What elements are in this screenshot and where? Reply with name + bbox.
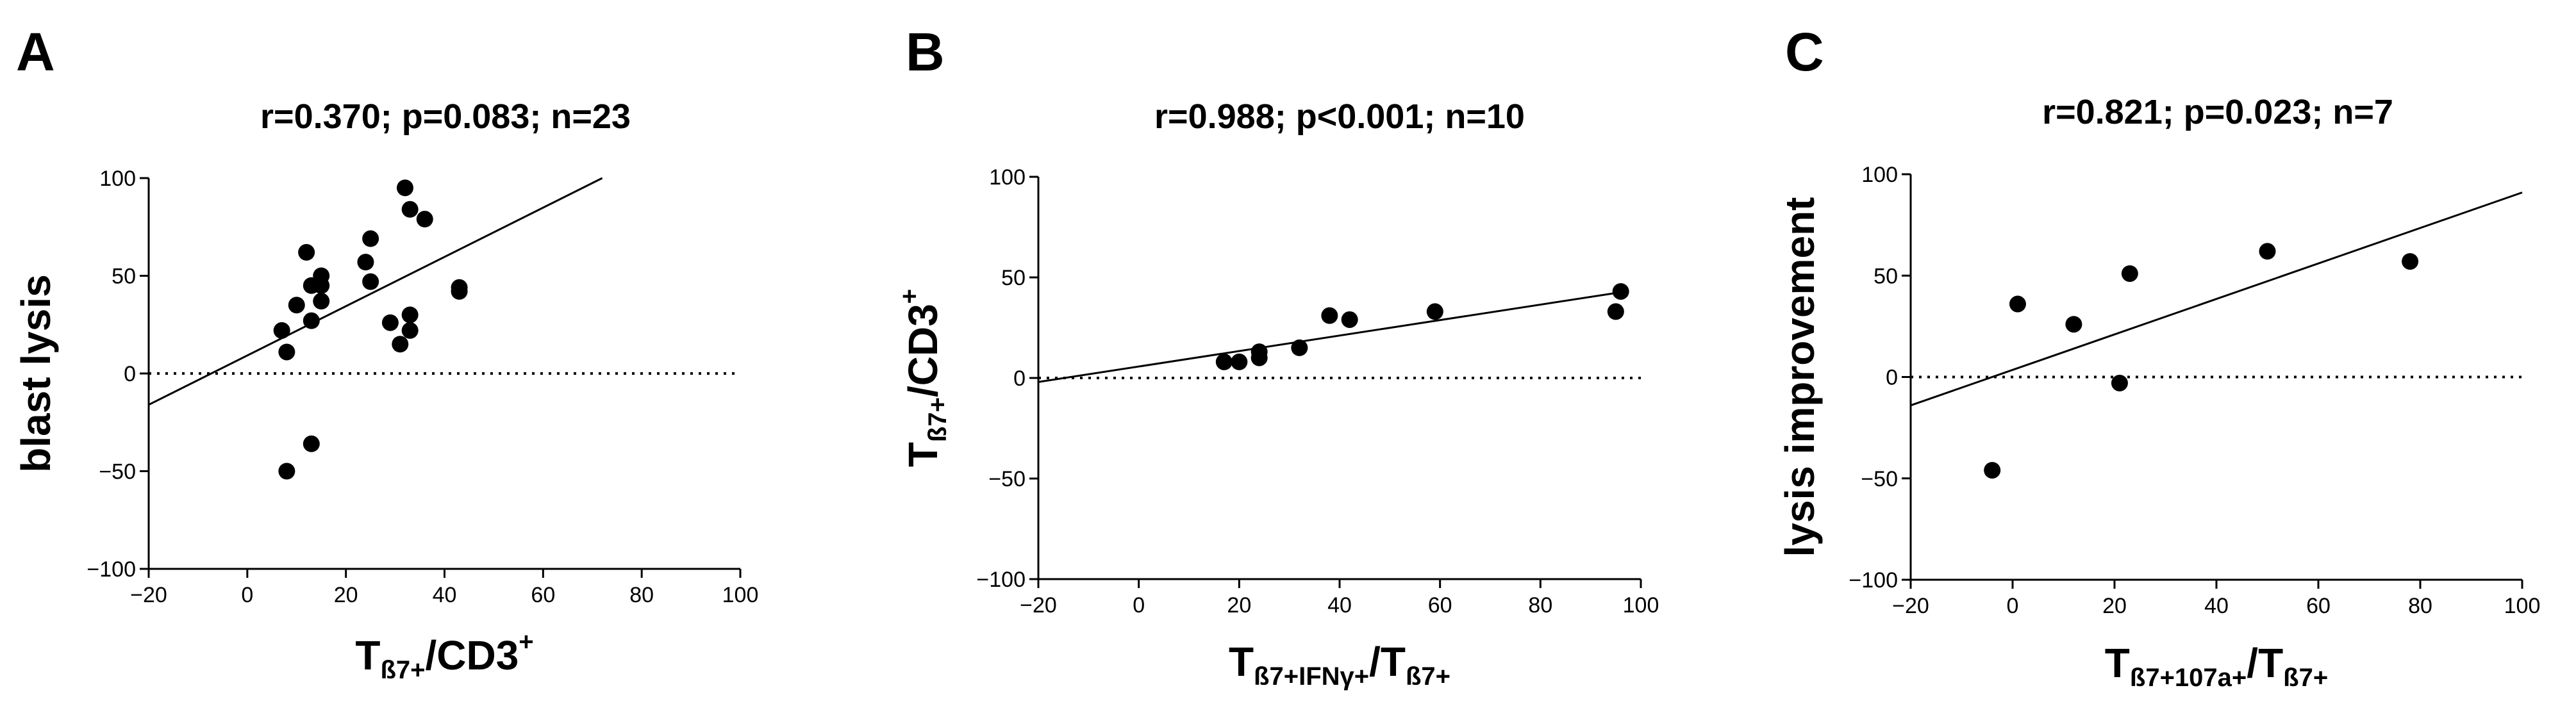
data-point bbox=[1231, 353, 1248, 370]
x-tick-label: 80 bbox=[1528, 593, 1552, 618]
x-tick-label: 40 bbox=[433, 583, 457, 607]
y-tick-label: 100 bbox=[989, 165, 1026, 190]
panel-letter: C bbox=[1785, 22, 1824, 82]
data-point bbox=[1215, 353, 1233, 370]
data-point bbox=[1607, 303, 1624, 320]
data-point bbox=[2121, 265, 2138, 283]
data-point bbox=[392, 336, 409, 353]
panel-letter: B bbox=[906, 22, 945, 82]
data-point bbox=[2065, 316, 2082, 333]
y-axis-label: lysis improvement bbox=[1777, 197, 1823, 557]
x-tick-label: 80 bbox=[629, 583, 654, 607]
x-tick-label: −20 bbox=[1020, 593, 1057, 618]
stats-title: r=0.821; p=0.023; n=7 bbox=[2042, 93, 2393, 131]
data-point bbox=[1321, 307, 1338, 324]
y-tick-label: 100 bbox=[1861, 163, 1898, 187]
y-tick-label: 50 bbox=[1001, 266, 1026, 290]
stats-title: r=0.370; p=0.083; n=23 bbox=[260, 97, 631, 136]
y-tick-label: 50 bbox=[112, 265, 136, 289]
panel-B: Br=0.988; p<0.001; n=10 −100 −50 0 50 100 −20 0… bbox=[895, 22, 1659, 691]
x-tick-label: 40 bbox=[2204, 594, 2229, 618]
x-tick-label: 100 bbox=[722, 583, 759, 607]
x-tick-label: 0 bbox=[1133, 593, 1145, 618]
y-axis-label: Tß7+/CD3+ bbox=[895, 289, 952, 467]
data-point bbox=[1291, 339, 1308, 356]
data-point bbox=[278, 463, 295, 480]
x-tick-label: −20 bbox=[1892, 594, 1929, 618]
regression-line bbox=[1038, 290, 1626, 383]
x-tick-label: 80 bbox=[2408, 594, 2432, 618]
data-point bbox=[362, 273, 379, 290]
data-point bbox=[298, 243, 315, 261]
x-tick-label: 0 bbox=[241, 583, 253, 607]
data-point bbox=[303, 312, 320, 329]
data-point bbox=[1612, 283, 1629, 300]
x-tick-label: 60 bbox=[2306, 594, 2331, 618]
x-tick-label: 40 bbox=[1327, 593, 1352, 618]
x-axis-label: Tß7+IFNγ+/Tß7+ bbox=[1229, 639, 1450, 691]
y-tick-label: 0 bbox=[1013, 366, 1026, 391]
data-point bbox=[362, 230, 379, 247]
data-point bbox=[278, 343, 295, 361]
y-tick-label: −100 bbox=[976, 568, 1026, 592]
y-tick-label: −50 bbox=[99, 460, 136, 484]
x-tick-label: −20 bbox=[130, 583, 167, 607]
panel-letter: A bbox=[16, 22, 55, 82]
x-tick-label: 20 bbox=[2102, 594, 2127, 618]
regression-line bbox=[148, 177, 603, 406]
data-point bbox=[2111, 374, 2128, 391]
y-tick-label: 100 bbox=[99, 167, 136, 191]
x-axis-label: Tß7+107a+/Tß7+ bbox=[2105, 640, 2328, 692]
y-tick-label: −100 bbox=[1849, 568, 1898, 593]
data-point bbox=[401, 201, 419, 218]
y-tick-label: −100 bbox=[87, 557, 136, 582]
stats-title: r=0.988; p<0.001; n=10 bbox=[1154, 97, 1525, 136]
data-point bbox=[313, 267, 330, 284]
regression-line bbox=[1910, 192, 2523, 407]
data-point bbox=[381, 314, 399, 331]
data-point bbox=[401, 322, 419, 339]
data-point bbox=[2259, 243, 2276, 260]
y-tick-label: 50 bbox=[1874, 264, 1898, 288]
data-point bbox=[2009, 295, 2026, 313]
data-point bbox=[303, 435, 320, 452]
data-point bbox=[401, 306, 419, 324]
data-point bbox=[1251, 343, 1268, 361]
data-point bbox=[273, 322, 290, 339]
x-tick-label: 100 bbox=[1623, 593, 1659, 618]
data-point bbox=[2402, 253, 2419, 270]
x-tick-label: 60 bbox=[1428, 593, 1452, 618]
x-tick-label: 60 bbox=[531, 583, 555, 607]
data-point bbox=[313, 293, 330, 310]
x-tick-label: 100 bbox=[2504, 594, 2541, 618]
y-tick-label: −50 bbox=[1861, 467, 1898, 491]
panel-C: Cr=0.821; p=0.023; n=7 −100 −50 0 50 100 −20 0 2… bbox=[1777, 22, 2540, 692]
x-tick-label: 20 bbox=[334, 583, 358, 607]
data-point bbox=[1426, 303, 1443, 320]
y-tick-label: 0 bbox=[124, 362, 136, 386]
x-axis-label: Tß7+/CD3+ bbox=[355, 628, 533, 684]
y-tick-label: −50 bbox=[988, 467, 1026, 491]
data-point bbox=[288, 297, 305, 314]
data-point bbox=[451, 279, 468, 296]
data-point bbox=[416, 211, 433, 228]
data-point bbox=[1984, 462, 2001, 479]
panel-A: Ar=0.370; p=0.083; n=23 −100 −50 0 50 100 −20 0… bbox=[13, 22, 758, 684]
y-tick-label: 0 bbox=[1886, 366, 1898, 390]
x-tick-label: 20 bbox=[1227, 593, 1251, 618]
data-point bbox=[396, 179, 413, 197]
data-point bbox=[357, 254, 374, 271]
data-point bbox=[1341, 311, 1358, 328]
y-axis-label: blast lysis bbox=[13, 274, 59, 473]
x-tick-label: 0 bbox=[2007, 594, 2019, 618]
